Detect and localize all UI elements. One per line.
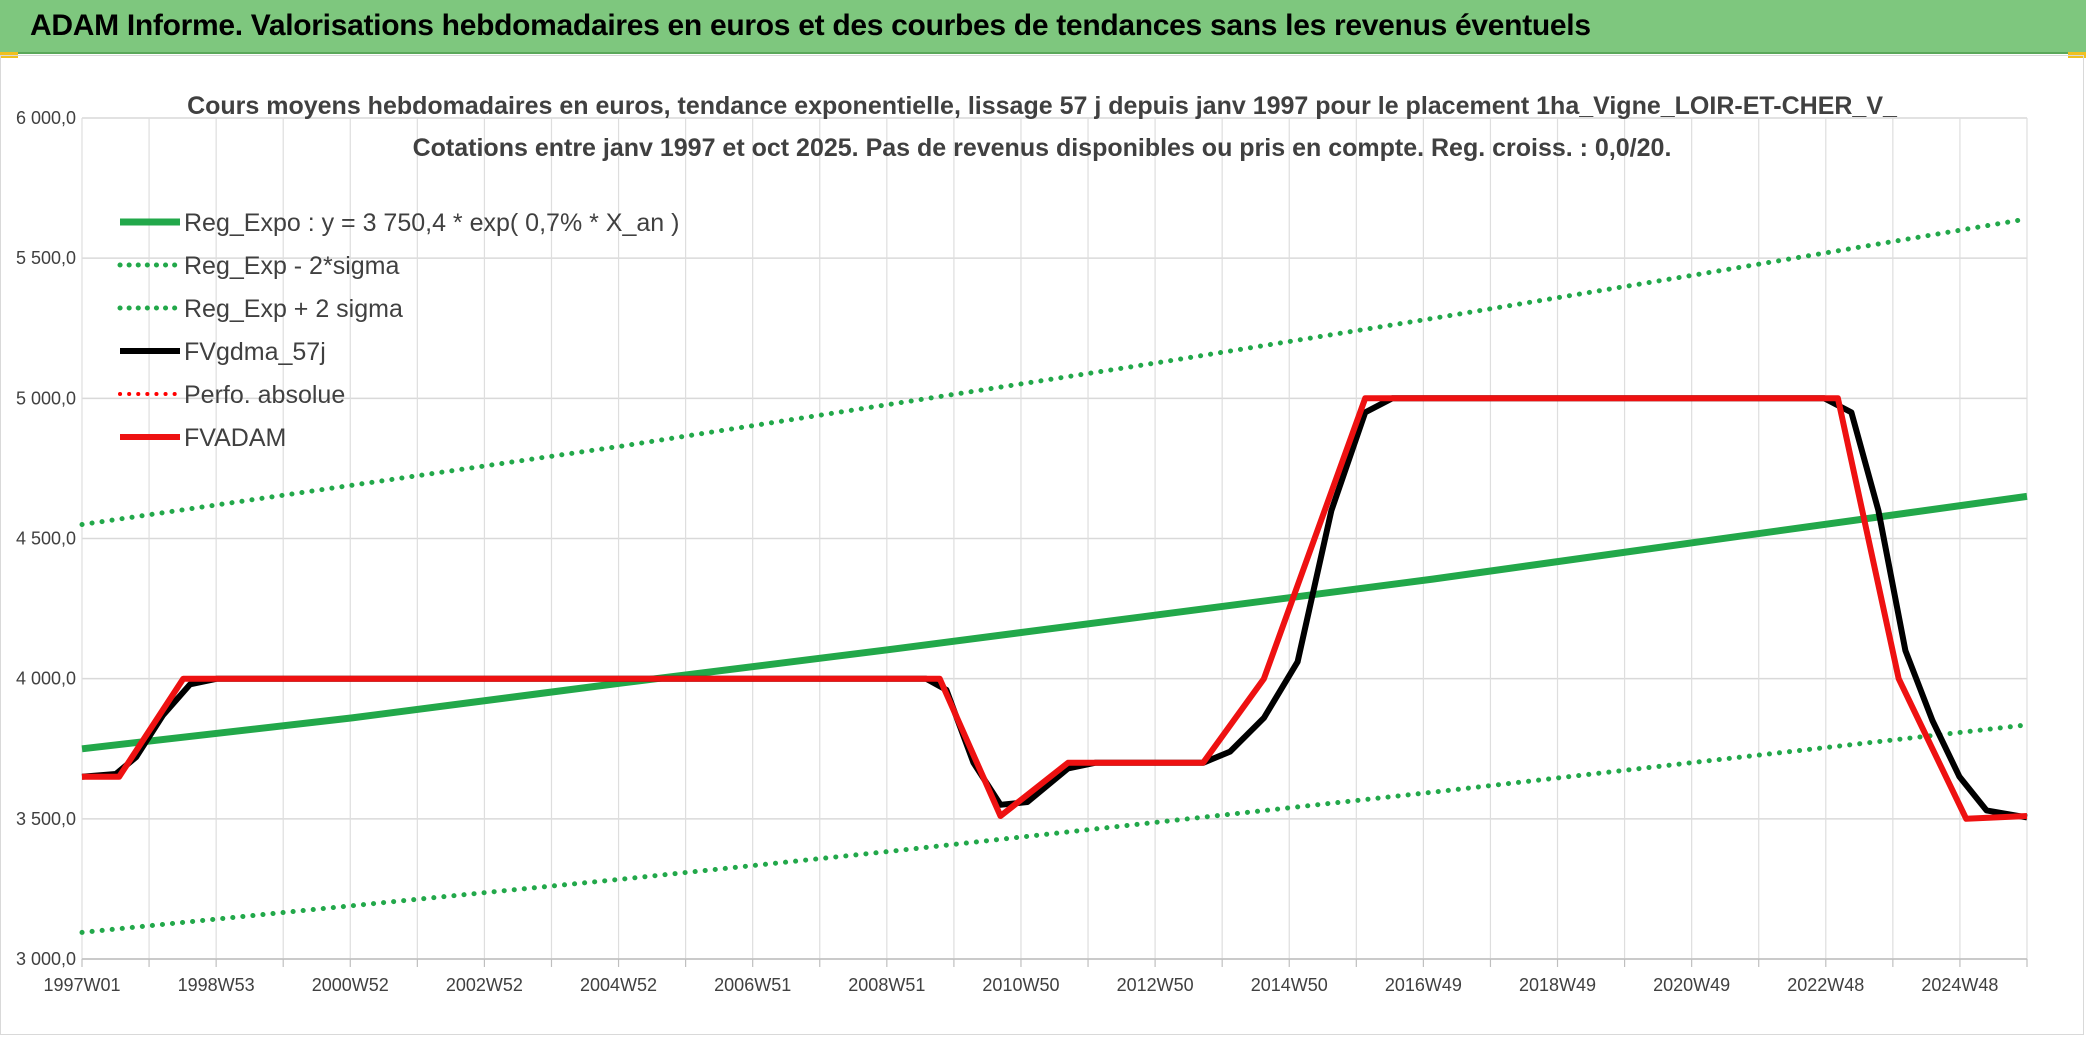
x-tick-label: 1998W53 bbox=[178, 975, 255, 995]
x-tick-label: 2006W51 bbox=[714, 975, 791, 995]
y-tick-label: 3 500,0 bbox=[16, 809, 76, 829]
x-tick-label: 2004W52 bbox=[580, 975, 657, 995]
series-line-0 bbox=[81, 492, 2028, 753]
y-tick-label: 5 000,0 bbox=[16, 388, 76, 408]
series-lines bbox=[79, 216, 2030, 935]
x-tick-label: 2002W52 bbox=[446, 975, 523, 995]
x-tick-label: 2018W49 bbox=[1519, 975, 1596, 995]
legend-label: Perfo. absolue bbox=[184, 381, 345, 409]
axes: 3 000,0 3 500,0 4 000,0 4 500,0 5 000,0 5 500… bbox=[16, 108, 2028, 995]
y-tick-label: 4 500,0 bbox=[16, 529, 76, 549]
y-tick-label: 3 000,0 bbox=[16, 949, 76, 969]
x-tick-label: 2010W50 bbox=[982, 975, 1059, 995]
series-line-2 bbox=[79, 216, 2030, 527]
legend-label: Reg_Exp - 2*sigma bbox=[184, 252, 399, 280]
x-tick-label: 2008W51 bbox=[848, 975, 925, 995]
x-tick-label: 2012W50 bbox=[1117, 975, 1194, 995]
y-tick-label: 5 500,0 bbox=[16, 248, 76, 268]
x-tick-label: 2024W48 bbox=[1921, 975, 1998, 995]
chart-subtitle: Cotations entre janv 1997 et oct 2025. P… bbox=[413, 134, 1672, 162]
legend[interactable]: Reg_Expo : y = 3 750,4 * exp( 0,7% * X_a… bbox=[117, 209, 679, 452]
legend-label: Reg_Expo : y = 3 750,4 * exp( 0,7% * X_a… bbox=[184, 209, 679, 237]
header-banner: ADAM Informe. Valorisations hebdomadaire… bbox=[0, 0, 2086, 54]
x-tick-label: 1997W01 bbox=[43, 975, 120, 995]
legend-label: FVADAM bbox=[184, 424, 286, 452]
x-tick-label: 2014W50 bbox=[1251, 975, 1328, 995]
legend-label: Reg_Exp + 2 sigma bbox=[184, 295, 403, 323]
y-tick-label: 4 000,0 bbox=[16, 669, 76, 689]
x-tick-label: 2020W49 bbox=[1653, 975, 1730, 995]
legend-label: FVgdma_57j bbox=[184, 338, 326, 366]
chart-title: Cours moyens hebdomadaires en euros, ten… bbox=[187, 92, 1898, 120]
x-tick-label: 2016W49 bbox=[1385, 975, 1462, 995]
series-line-5 bbox=[82, 395, 2028, 822]
series-line-3 bbox=[81, 395, 2028, 821]
report-title: ADAM Informe. Valorisations hebdomadaire… bbox=[30, 9, 1591, 42]
x-tick-label: 2022W48 bbox=[1787, 975, 1864, 995]
series-line-1 bbox=[79, 722, 2030, 935]
grid-lines bbox=[81, 117, 2028, 960]
y-tick-label: 6 000,0 bbox=[16, 108, 76, 128]
x-tick-label: 2000W52 bbox=[312, 975, 389, 995]
chart-frame bbox=[0, 55, 2084, 1035]
